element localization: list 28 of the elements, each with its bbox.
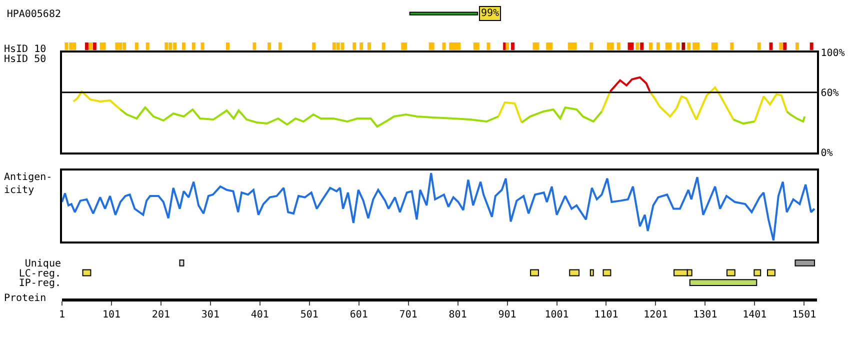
x-tick-label: 301	[201, 309, 220, 320]
x-tick-label: 1	[58, 309, 66, 320]
x-tick-label: 1501	[792, 309, 816, 320]
x-tick-label: 1301	[693, 309, 718, 320]
y-tick-label: Unique	[24, 258, 61, 270]
x-tick-label: 101	[102, 309, 121, 320]
x-tick-label: 1001	[544, 309, 569, 320]
y-axis-title: HsID 50	[4, 54, 46, 65]
y-tick-label: LC-reg.	[18, 268, 61, 280]
y-axis-title: Antigen- icity	[4, 172, 52, 196]
y-tick-label: HPA005682	[6, 9, 61, 20]
x-tick-label: 1401	[742, 309, 767, 320]
x-axis-title: Protein	[4, 293, 46, 304]
y-tick-label: 100%	[820, 48, 845, 59]
x-tick-label: 801	[448, 309, 467, 320]
x-tick-label: 501	[300, 309, 318, 320]
x-tick-label: 1201	[644, 309, 668, 320]
x-tick-label: 601	[350, 309, 368, 320]
x-tick-label: 701	[399, 309, 418, 320]
x-tick-label: 901	[498, 309, 516, 320]
y-tick-label: 0%	[820, 148, 833, 160]
x-tick-label: 401	[250, 309, 269, 320]
y-tick-label: IP-reg.	[18, 278, 61, 290]
y-tick-label: 60%	[820, 88, 839, 99]
y-axis-title: HsID 10	[4, 44, 46, 55]
annotation: 99%	[481, 8, 500, 19]
x-tick-label: 201	[152, 309, 170, 320]
x-tick-label: 1101	[594, 309, 618, 320]
